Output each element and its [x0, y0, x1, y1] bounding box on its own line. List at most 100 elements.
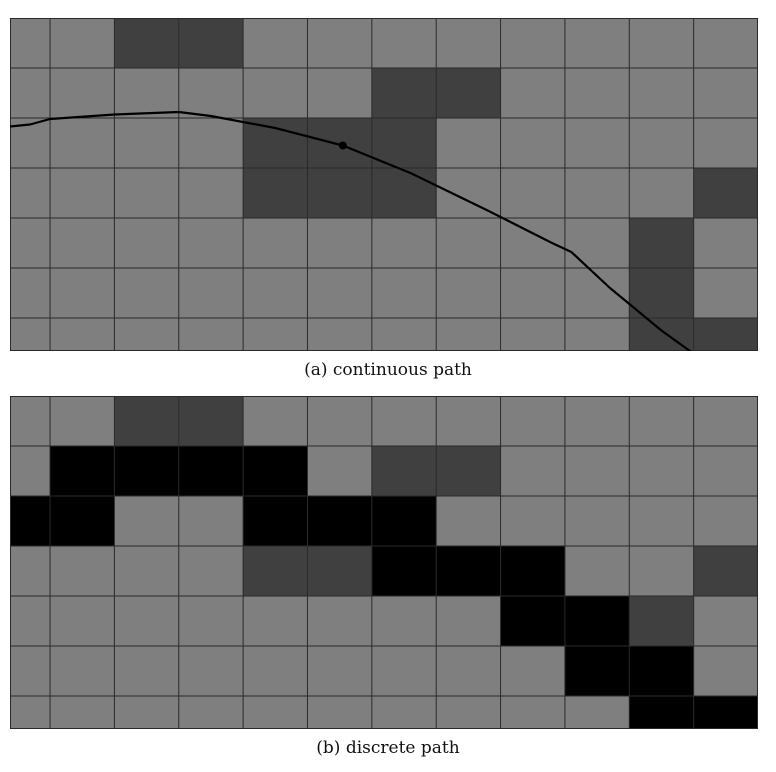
path-cell: [371, 496, 437, 546]
free-cell: [564, 118, 630, 168]
free-cell: [307, 268, 372, 318]
path-cell: [243, 496, 308, 546]
free-cell: [50, 168, 115, 218]
free-cell: [371, 596, 437, 646]
free-cell: [436, 118, 501, 168]
obstacle-cell: [371, 68, 437, 118]
free-cell: [436, 596, 501, 646]
caption-continuous-path: (a) continuous path: [304, 360, 472, 380]
free-cell: [10, 546, 51, 596]
obstacle-cell: [243, 118, 308, 168]
grid-border: [10, 396, 758, 729]
free-cell: [629, 446, 694, 496]
free-cell: [500, 268, 565, 318]
free-cell: [564, 218, 630, 268]
free-cell: [629, 118, 694, 168]
free-cell: [436, 496, 501, 546]
obstacle-cell: [693, 168, 758, 218]
free-cell: [371, 268, 437, 318]
free-cell: [243, 646, 308, 696]
path-cell: [50, 496, 115, 546]
free-cell: [243, 596, 308, 646]
free-cell: [564, 496, 630, 546]
path-cell: [693, 696, 758, 729]
path-cell: [436, 546, 501, 596]
free-cell: [564, 318, 630, 351]
obstacle-cell: [371, 118, 437, 168]
obstacle-cell: [629, 218, 694, 268]
free-cell: [114, 496, 179, 546]
obstacle-cell: [114, 396, 179, 446]
free-cell: [178, 168, 244, 218]
free-cell: [564, 696, 630, 729]
path-cell: [500, 546, 565, 596]
obstacle-cell: [436, 446, 501, 496]
free-cell: [10, 596, 51, 646]
caption-discrete-path: (b) discrete path: [316, 738, 460, 758]
free-cell: [436, 696, 501, 729]
obstacle-cell: [436, 68, 501, 118]
free-cell: [243, 396, 308, 446]
free-cell: [693, 18, 758, 68]
path-cell: [500, 596, 565, 646]
continuous-path-grid: [10, 18, 758, 351]
free-cell: [500, 68, 565, 118]
path-cell: [564, 646, 630, 696]
obstacle-cell: [243, 546, 308, 596]
free-cell: [10, 696, 51, 729]
free-cell: [500, 496, 565, 546]
free-cell: [10, 646, 51, 696]
obstacle-cell: [307, 118, 372, 168]
free-cell: [693, 118, 758, 168]
free-cell: [564, 546, 630, 596]
free-cell: [243, 18, 308, 68]
free-cell: [50, 596, 115, 646]
free-cell: [307, 596, 372, 646]
grid-border: [10, 18, 758, 351]
free-cell: [178, 118, 244, 168]
free-cell: [178, 646, 244, 696]
free-cell: [50, 396, 115, 446]
free-cell: [307, 696, 372, 729]
free-cell: [50, 218, 115, 268]
free-cell: [178, 268, 244, 318]
free-cell: [10, 446, 51, 496]
discrete-path-grid: [10, 396, 758, 729]
free-cell: [564, 396, 630, 446]
free-cell: [564, 168, 630, 218]
free-cell: [436, 268, 501, 318]
path-cell: [629, 696, 694, 729]
free-cell: [243, 268, 308, 318]
free-cell: [436, 646, 501, 696]
free-cell: [629, 68, 694, 118]
obstacle-cell: [178, 396, 244, 446]
free-cell: [114, 268, 179, 318]
free-cell: [307, 318, 372, 351]
free-cell: [693, 68, 758, 118]
free-cell: [307, 18, 372, 68]
free-cell: [436, 168, 501, 218]
free-cell: [564, 446, 630, 496]
free-cell: [114, 118, 179, 168]
obstacle-cell: [307, 546, 372, 596]
path-cell: [307, 496, 372, 546]
free-cell: [243, 68, 308, 118]
free-cell: [10, 218, 51, 268]
path-cell: [114, 446, 179, 496]
free-cell: [693, 646, 758, 696]
free-cell: [50, 118, 115, 168]
free-cell: [629, 496, 694, 546]
free-cell: [307, 446, 372, 496]
free-cell: [50, 546, 115, 596]
free-cell: [693, 268, 758, 318]
free-cell: [371, 318, 437, 351]
obstacle-cell: [114, 18, 179, 68]
obstacle-cell: [629, 596, 694, 646]
free-cell: [114, 596, 179, 646]
free-cell: [10, 68, 51, 118]
free-cell: [10, 168, 51, 218]
free-cell: [693, 218, 758, 268]
free-cell: [307, 68, 372, 118]
free-cell: [307, 646, 372, 696]
free-cell: [693, 596, 758, 646]
